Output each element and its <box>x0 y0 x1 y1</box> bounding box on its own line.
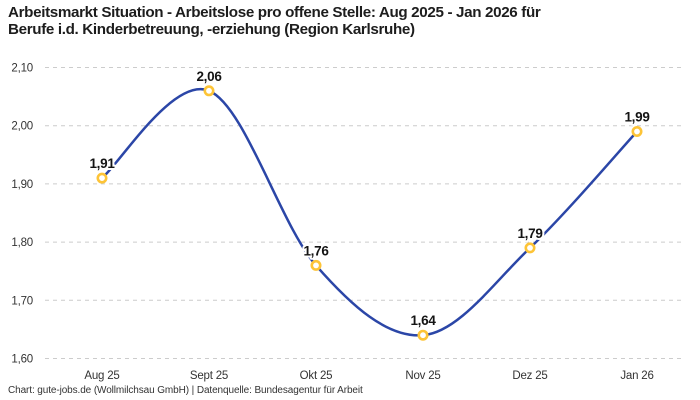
chart-title: Arbeitsmarkt Situation - Arbeitslose pro… <box>8 4 696 38</box>
x-axis-tick-label: Nov 25 <box>405 370 440 382</box>
chart-footer: Chart: gute-jobs.de (Wollmilchsau GmbH) … <box>8 385 363 396</box>
chart-title-line-1: Arbeitsmarkt Situation - Arbeitslose pro… <box>8 4 541 21</box>
chart-title-line-2: Berufe i.d. Kinderbetreuung, -erziehung … <box>8 21 415 38</box>
x-axis-tick-label: Sept 25 <box>190 370 228 382</box>
x-axis-tick-label: Aug 25 <box>84 370 119 382</box>
data-point-label: 1,91 <box>89 156 115 171</box>
data-point-marker <box>203 85 215 97</box>
y-axis-tick-label: 1,80 <box>11 237 33 249</box>
y-axis-tick-label: 2,00 <box>11 121 33 133</box>
y-axis-tick-label: 2,10 <box>11 63 33 75</box>
data-point-marker <box>96 172 108 184</box>
x-axis-tick-label: Jan 26 <box>620 370 653 382</box>
data-point-label: 1,76 <box>303 243 329 258</box>
data-point-marker <box>417 329 429 341</box>
data-point-marker <box>631 126 643 138</box>
x-axis-tick-label: Dez 25 <box>512 370 547 382</box>
data-point-label: 1,64 <box>410 313 436 328</box>
data-point-label: 1,79 <box>517 226 542 241</box>
data-point-marker <box>524 242 536 254</box>
data-point-label: 2,06 <box>196 69 222 84</box>
x-axis-tick-label: Okt 25 <box>300 370 333 382</box>
data-point-marker <box>310 259 322 271</box>
y-axis-tick-label: 1,70 <box>11 295 33 307</box>
data-point-label: 1,99 <box>624 110 649 125</box>
y-axis-tick-label: 1,90 <box>11 179 33 191</box>
y-axis-tick-label: 1,60 <box>11 354 33 366</box>
data-line-series <box>100 87 639 337</box>
